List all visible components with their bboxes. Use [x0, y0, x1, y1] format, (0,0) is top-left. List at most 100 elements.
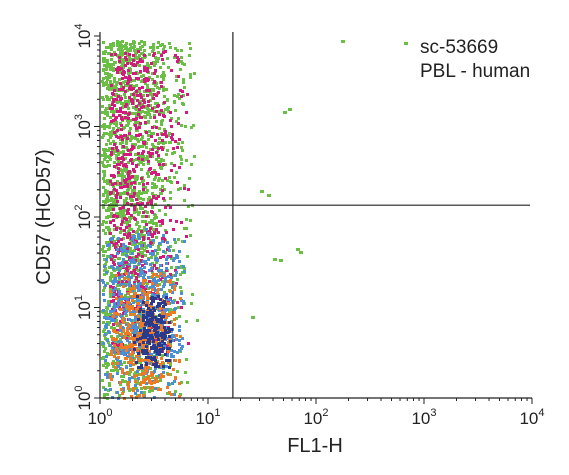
- density-dot: [146, 291, 149, 294]
- density-dot: [133, 208, 136, 211]
- density-dot: [121, 275, 124, 278]
- density-dot: [152, 300, 155, 303]
- density-dot: [129, 353, 132, 356]
- density-dot: [146, 172, 149, 175]
- density-dot: [147, 307, 150, 310]
- density-dot: [138, 182, 141, 185]
- density-dot: [120, 128, 123, 131]
- density-dot: [156, 105, 159, 108]
- density-dot: [170, 162, 173, 165]
- density-dot: [128, 303, 131, 306]
- density-dot: [178, 250, 181, 253]
- density-dot: [139, 335, 142, 338]
- density-dot: [110, 369, 113, 372]
- density-dot: [149, 104, 152, 107]
- density-dot: [152, 307, 155, 310]
- density-dot: [142, 186, 145, 189]
- density-dot: [110, 120, 113, 123]
- density-dot: [149, 252, 152, 255]
- density-dot: [164, 163, 167, 166]
- density-dot: [174, 140, 177, 143]
- density-dot: [150, 269, 153, 272]
- density-dot: [164, 206, 167, 209]
- density-dot: [140, 259, 143, 262]
- density-dot: [113, 351, 116, 354]
- density-dot: [154, 316, 157, 319]
- density-dot: [142, 163, 145, 166]
- density-dot: [118, 323, 121, 326]
- density-dot: [137, 253, 140, 256]
- density-dot: [142, 379, 145, 382]
- density-dot: [151, 186, 154, 189]
- density-dot: [132, 168, 135, 171]
- density-dot: [107, 226, 110, 229]
- density-dot: [140, 138, 143, 141]
- density-dot: [151, 126, 154, 129]
- density-dot: [124, 332, 127, 335]
- density-dot: [147, 198, 150, 201]
- density-dot: [127, 275, 130, 278]
- density-dot: [138, 90, 141, 93]
- density-dot: [157, 173, 160, 176]
- density-dot: [119, 122, 122, 125]
- density-dot: [133, 341, 136, 344]
- density-dot: [109, 255, 112, 258]
- density-dot: [127, 387, 130, 390]
- density-dot: [172, 274, 175, 277]
- density-dot: [105, 306, 108, 309]
- density-dot: [137, 111, 140, 114]
- density-dot: [141, 294, 144, 297]
- density-dot: [153, 370, 156, 373]
- density-dot: [126, 298, 129, 301]
- density-dot: [127, 307, 130, 310]
- density-dot: [160, 146, 163, 149]
- density-dot: [141, 220, 144, 223]
- density-dot: [153, 116, 156, 119]
- density-dot: [130, 276, 133, 279]
- density-dot: [135, 276, 138, 279]
- density-dot: [138, 296, 141, 299]
- density-dot: [152, 43, 155, 46]
- density-dot: [115, 194, 118, 197]
- density-dot: [125, 142, 128, 145]
- density-dot: [158, 309, 161, 312]
- density-dot: [169, 119, 172, 122]
- density-dot: [140, 268, 143, 271]
- density-dot: [128, 224, 131, 227]
- density-dot: [105, 221, 108, 224]
- density-dot: [116, 324, 119, 327]
- density-dot: [129, 252, 132, 255]
- density-dot: [127, 381, 130, 384]
- density-dot: [141, 370, 144, 373]
- density-dot: [121, 368, 124, 371]
- density-dot: [127, 69, 130, 72]
- density-dot: [141, 180, 144, 183]
- density-dot: [131, 322, 134, 325]
- density-dot: [107, 139, 110, 142]
- density-dot: [121, 77, 124, 80]
- density-dot: [142, 279, 145, 282]
- density-dot: [173, 323, 176, 326]
- density-dot: [108, 230, 111, 233]
- density-dot: [142, 277, 145, 280]
- density-dot: [163, 199, 166, 202]
- density-dot: [166, 329, 169, 332]
- density-dot: [146, 84, 149, 87]
- density-dot: [158, 314, 161, 317]
- density-dot: [110, 215, 113, 218]
- density-dot: [173, 380, 176, 383]
- density-dot: [145, 285, 148, 288]
- density-dot: [140, 364, 143, 367]
- density-dot: [120, 215, 123, 218]
- density-dot: [161, 148, 164, 151]
- density-dot: [155, 228, 158, 231]
- density-dot: [104, 60, 107, 63]
- density-dot: [121, 371, 124, 374]
- density-dot: [110, 300, 113, 303]
- density-dot: [162, 159, 165, 162]
- density-dot: [140, 244, 143, 247]
- density-dot: [126, 137, 129, 140]
- density-dot: [153, 52, 156, 55]
- density-dot: [125, 58, 128, 61]
- density-dot: [105, 241, 108, 244]
